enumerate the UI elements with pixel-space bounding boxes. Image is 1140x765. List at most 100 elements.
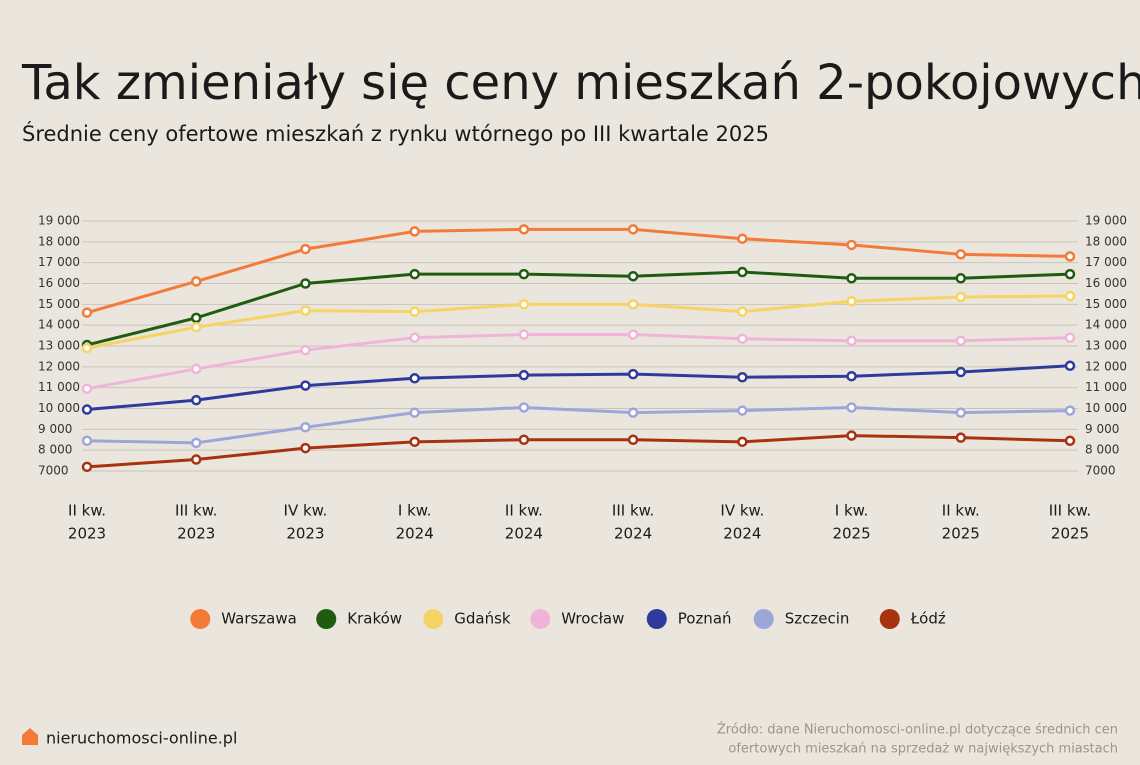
y2-tick-label: 12 000: [1085, 359, 1127, 373]
x-tick-label: 2024: [614, 525, 652, 543]
y-tick-label: 17 000: [38, 255, 80, 269]
data-point: [1064, 251, 1076, 262]
data-point: [1064, 360, 1076, 372]
legend-label: Kraków: [347, 610, 402, 628]
y2-tick-label: 13 000: [1085, 339, 1127, 353]
data-point: [846, 370, 857, 382]
data-point: [627, 224, 639, 235]
data-point: [300, 278, 311, 289]
data-point: [300, 442, 311, 454]
data-point: [518, 329, 530, 340]
legend-marker: [646, 609, 667, 629]
data-point: [737, 306, 748, 317]
brand-icon: [22, 728, 38, 745]
y-tick-label: 19 000: [38, 214, 80, 228]
data-point: [1064, 290, 1076, 302]
x-tick-label: I kw.: [398, 502, 432, 520]
data-point: [846, 273, 857, 284]
legend-marker: [753, 609, 774, 629]
x-tick-label: 2025: [1051, 525, 1089, 543]
data-point: [81, 404, 93, 415]
data-point: [955, 249, 967, 260]
y2-tick-label: 10 000: [1085, 401, 1127, 415]
data-point: [81, 307, 93, 318]
series-line: [86, 333, 1071, 391]
data-point: [627, 368, 639, 380]
x-tick-label: II kw.: [68, 502, 106, 520]
x-tick-label: III kw.: [1049, 502, 1091, 520]
data-point: [409, 407, 420, 418]
series-line: [86, 405, 1071, 445]
series-line: [86, 270, 1071, 347]
legend-label: Gdańsk: [454, 610, 511, 628]
data-point: [737, 233, 748, 244]
data-point: [1064, 405, 1076, 416]
data-point: [846, 335, 857, 347]
x-tick-label: 2023: [286, 525, 324, 543]
source-line: ofertowych mieszkań na sprzedaż w najwię…: [728, 742, 1118, 757]
data-point: [81, 461, 93, 473]
data-point: [190, 312, 202, 324]
y-tick-label: 9 000: [38, 422, 72, 436]
data-point: [627, 407, 639, 418]
y2-tick-label: 16 000: [1085, 276, 1127, 290]
y2-tick-label: 7000: [1085, 464, 1116, 478]
y-tick-label: 10 000: [38, 401, 80, 415]
x-tick-label: 2024: [723, 525, 761, 543]
data-point: [81, 435, 93, 447]
y-tick-label: 15 000: [38, 297, 80, 311]
x-tick-label: 2023: [68, 525, 106, 543]
series-line: [86, 364, 1071, 412]
legend-label: Wrocław: [561, 610, 624, 628]
y2-tick-label: 18 000: [1085, 234, 1127, 248]
chart-title: Tak zmieniały się ceny mieszkań 2-pokojo…: [21, 55, 1140, 111]
data-point: [955, 273, 967, 284]
data-point: [300, 243, 311, 255]
data-point: [190, 437, 202, 449]
y2-tick-label: 19 000: [1085, 214, 1127, 228]
legend-label: Poznań: [678, 610, 732, 628]
data-point: [955, 366, 967, 378]
y-tick-label: 8 000: [38, 443, 72, 457]
data-point: [955, 407, 967, 418]
data-point: [190, 276, 202, 287]
y-tick-label: 11 000: [38, 380, 80, 394]
data-point: [409, 436, 420, 448]
data-point: [737, 333, 748, 344]
data-point: [627, 329, 639, 340]
data-point: [1064, 332, 1076, 343]
x-tick-label: 2024: [396, 525, 434, 543]
x-tick-label: 2023: [177, 525, 215, 543]
data-point: [190, 394, 202, 406]
y2-tick-label: 14 000: [1085, 318, 1127, 332]
data-point: [627, 434, 639, 445]
data-point: [1064, 435, 1076, 447]
legend-marker: [423, 609, 444, 629]
legend-label: Szczecin: [785, 610, 850, 628]
y2-tick-label: 17 000: [1085, 255, 1127, 269]
data-point: [1064, 268, 1076, 280]
data-point: [955, 432, 967, 443]
data-point: [190, 322, 202, 333]
x-tick-label: 2025: [832, 525, 870, 543]
data-point: [409, 226, 420, 237]
data-point: [300, 422, 311, 433]
x-tick-label: III kw.: [612, 502, 654, 520]
x-tick-label: II kw.: [942, 502, 980, 520]
x-tick-label: II kw.: [505, 502, 543, 520]
data-point: [409, 373, 420, 384]
x-tick-label: IV kw.: [284, 502, 328, 520]
y-tick-label: 16 000: [38, 276, 80, 290]
y2-tick-label: 9 000: [1085, 422, 1119, 436]
x-tick-label: IV kw.: [720, 502, 764, 520]
x-tick-label: 2024: [505, 525, 543, 543]
data-point: [518, 369, 530, 381]
data-point: [300, 305, 311, 316]
data-point: [409, 306, 420, 317]
legend-label: Warszawa: [221, 610, 297, 628]
data-point: [300, 344, 311, 356]
legend-marker: [879, 609, 900, 629]
data-point: [737, 436, 748, 448]
data-point: [518, 268, 530, 280]
